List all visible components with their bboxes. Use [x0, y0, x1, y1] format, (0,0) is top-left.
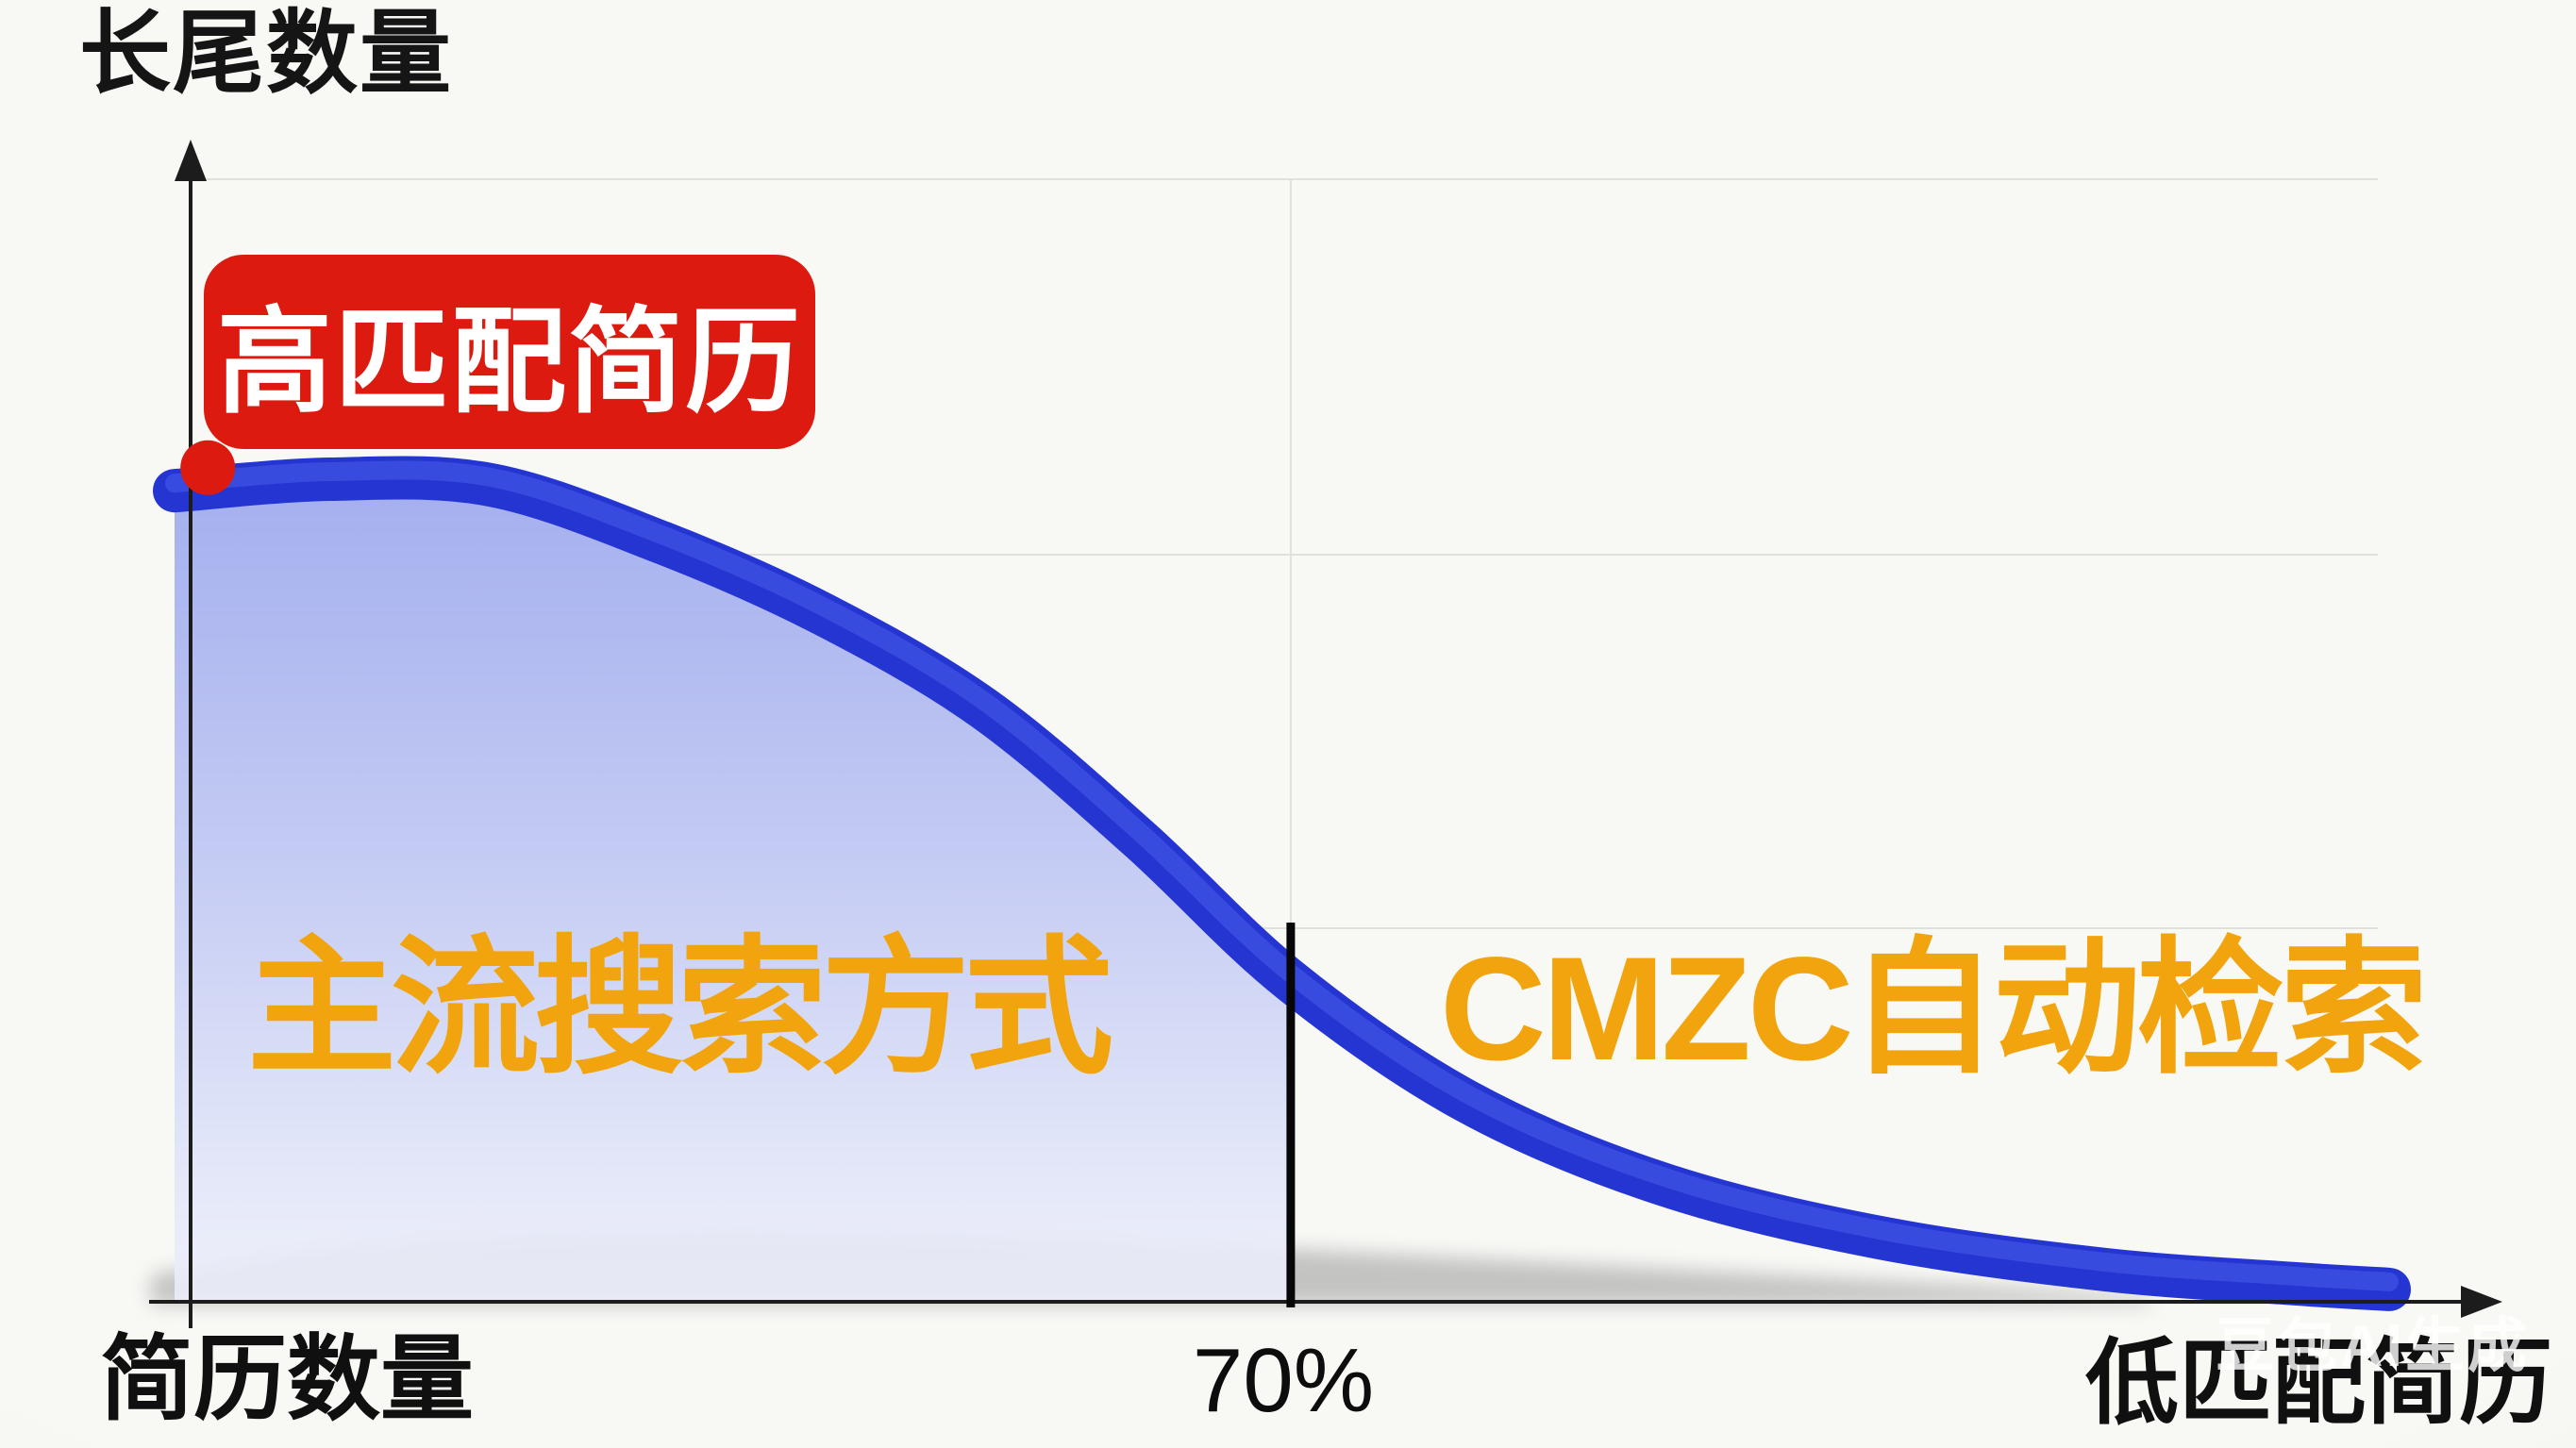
y-axis-title: 长尾数量 [79, 2, 453, 105]
x-axis-label-resume-count: 简历数量 [100, 1326, 474, 1431]
high-match-badge: 高匹配简历 [204, 255, 815, 449]
x-axis-label-low-match: 低匹配简历 [2085, 1330, 2552, 1435]
area-under-curve [175, 477, 1291, 1302]
high-match-start-dot [180, 440, 236, 495]
high-match-badge-label: 高匹配简历 [217, 297, 802, 426]
threshold-perc里ent-label: 70% [1192, 1330, 1375, 1431]
axes [149, 168, 2482, 1328]
region-label-mainstream-search: 主流搜索方式 [247, 925, 1113, 1091]
y-axis-arrowhead-icon [175, 140, 207, 181]
long-tail-curve [153, 456, 2411, 1311]
region-label-cmzc-auto-retrieval: CMZC自动检索 [1440, 927, 2428, 1091]
long-tail-curve-highlight [165, 460, 2399, 1291]
ai-watermark: 豆包AI生成 [2216, 1313, 2530, 1379]
x-axis-arrowhead-icon [2461, 1286, 2502, 1318]
